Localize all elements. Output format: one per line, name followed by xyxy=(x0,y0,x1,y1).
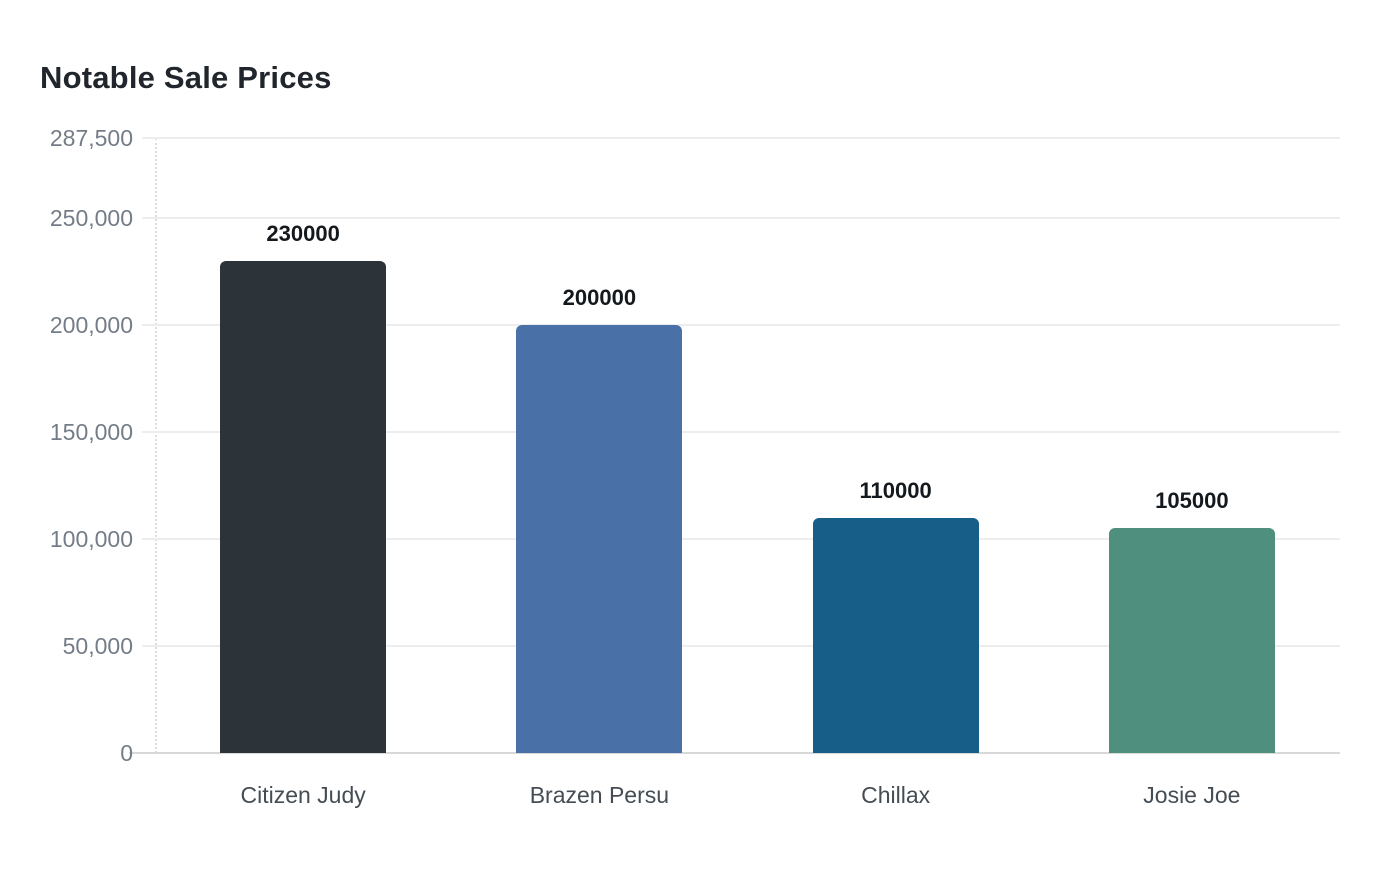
bar-citizen-judy xyxy=(220,261,387,753)
x-axis-label-josie-joe: Josie Joe xyxy=(1143,782,1241,808)
gridline xyxy=(142,324,1340,327)
y-tick-label: 287,500 xyxy=(49,125,133,151)
x-axis-label-chillax: Chillax xyxy=(861,782,931,808)
bar-josie-joe xyxy=(1108,528,1275,753)
gridline xyxy=(142,217,1340,220)
bar-value-label: 110000 xyxy=(859,477,932,503)
bar-value-label: 105000 xyxy=(1155,488,1229,514)
x-axis-label-brazen-persu: Brazen Persu xyxy=(529,782,670,808)
gridline xyxy=(142,431,1340,434)
gridline xyxy=(142,645,1340,648)
y-tick-label: 250,000 xyxy=(49,205,133,232)
gridline xyxy=(142,137,1340,139)
y-tick-label: 200,000 xyxy=(49,312,133,339)
x-axis-label-citizen-judy: Citizen Judy xyxy=(240,782,366,808)
chart-title: Notable Sale Prices xyxy=(40,60,332,95)
x-axis-baseline xyxy=(129,752,1340,754)
y-tick-label: 150,000 xyxy=(49,419,133,446)
y-tick-label: 50,000 xyxy=(62,633,133,660)
bar-chillax xyxy=(812,517,979,753)
plot-area: 287,500 250,000 200,000 150,000 100,000 50,00… xyxy=(50,125,1340,808)
gridline xyxy=(142,538,1340,541)
y-tick-label: 0 xyxy=(120,740,133,766)
bar-brazen-persu xyxy=(516,325,683,753)
y-tick-label: 100,000 xyxy=(49,526,133,553)
bar-value-label: 200000 xyxy=(562,285,637,311)
y-axis-line xyxy=(155,138,157,753)
bar-value-label: 230000 xyxy=(266,221,340,246)
